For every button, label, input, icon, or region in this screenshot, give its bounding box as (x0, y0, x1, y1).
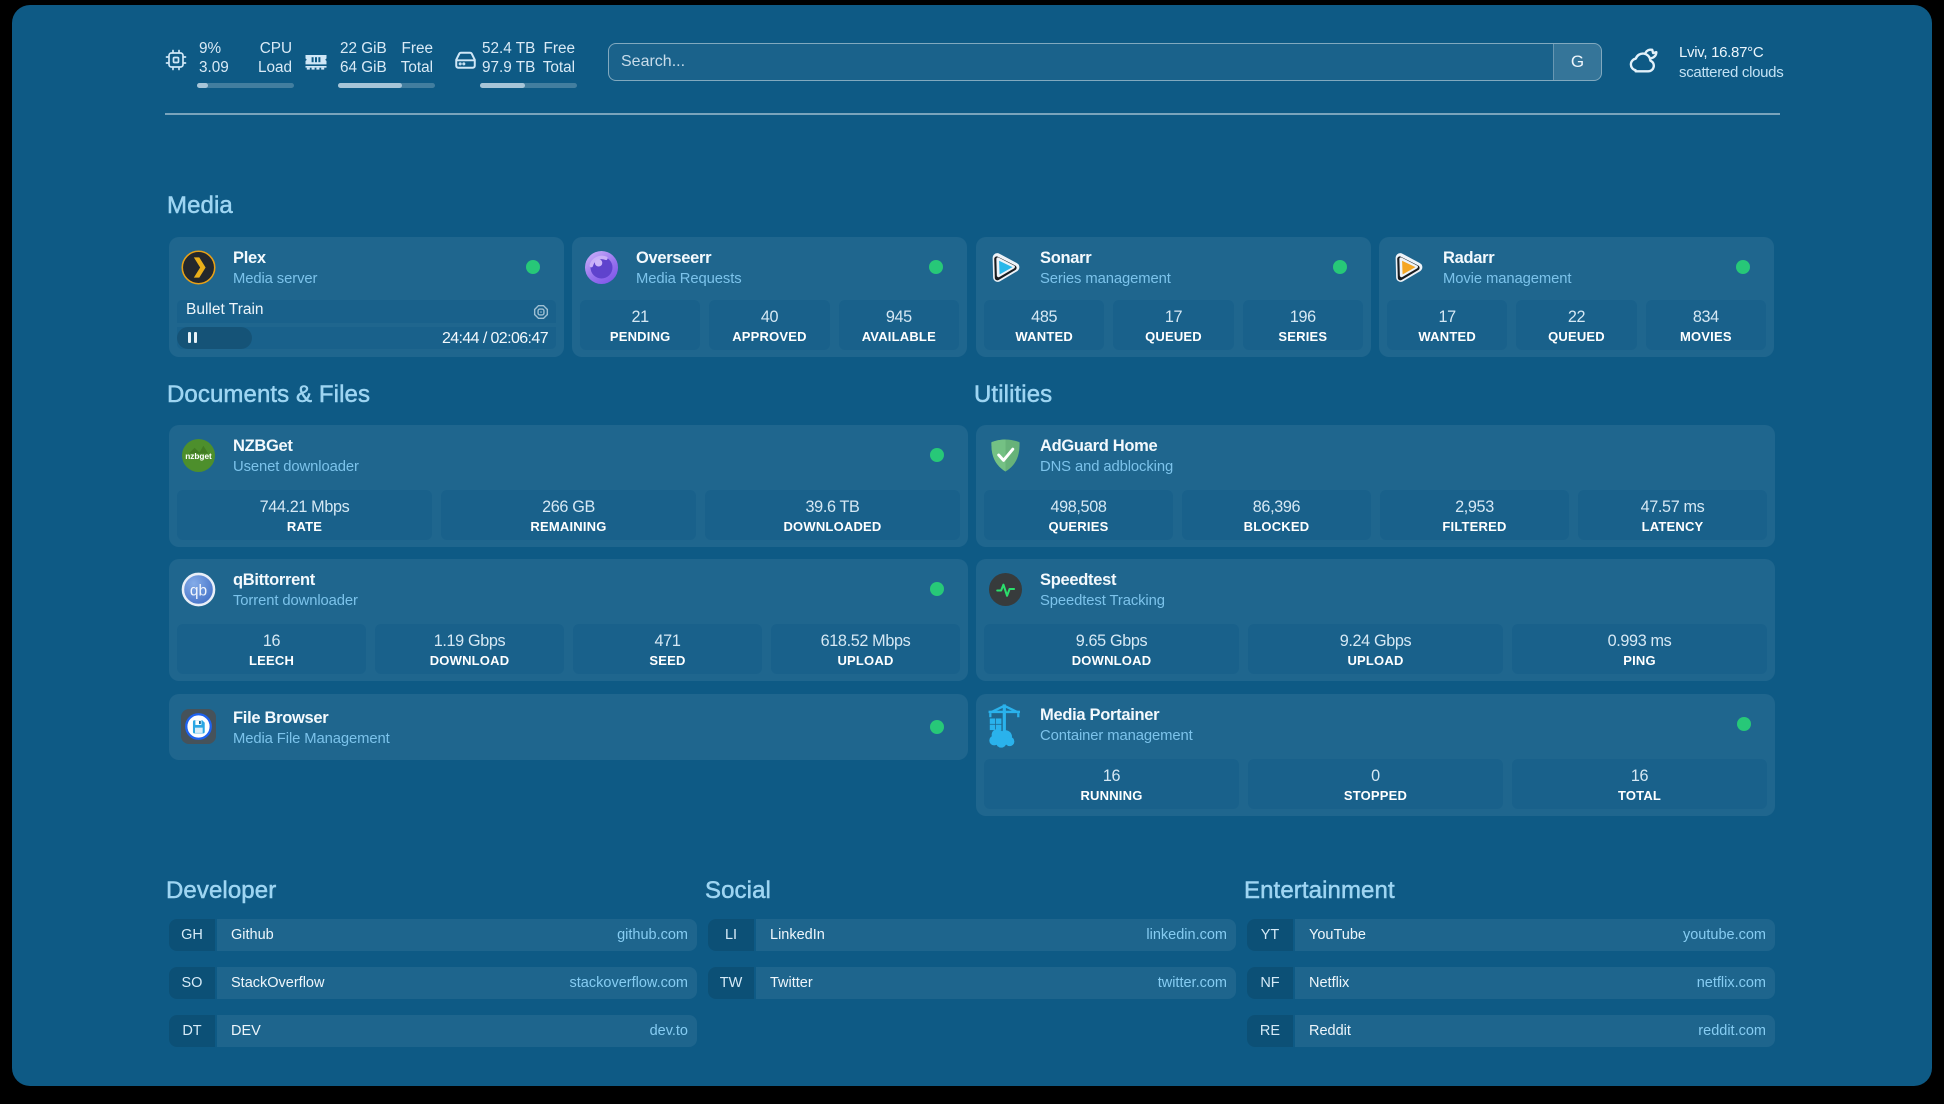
svg-text:qb: qb (190, 582, 207, 599)
svg-text:nzbget: nzbget (185, 452, 212, 461)
